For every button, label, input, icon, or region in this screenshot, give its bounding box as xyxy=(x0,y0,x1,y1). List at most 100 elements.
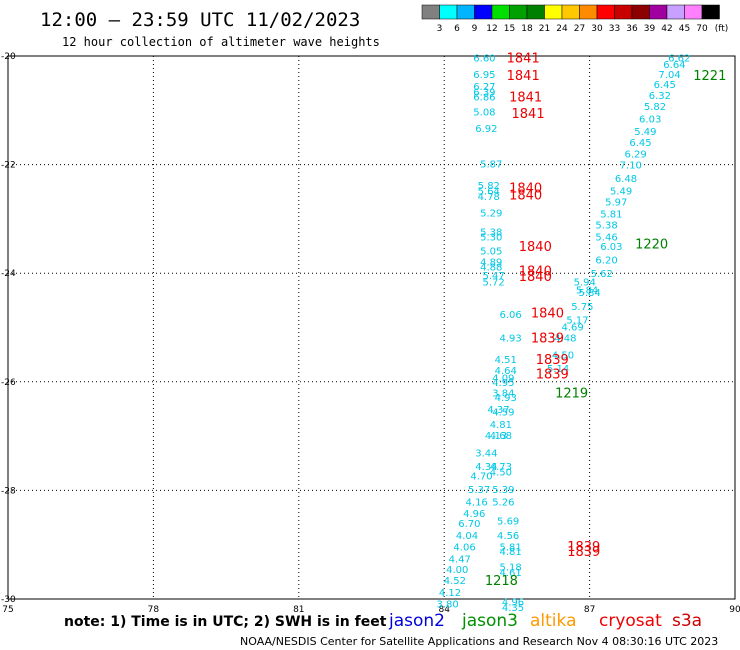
y-tick-label: -30 xyxy=(1,595,16,605)
swh-label: 4.88 xyxy=(480,263,502,274)
satellite-label-s3a: s3a xyxy=(672,611,702,631)
x-tick-label: 84 xyxy=(438,605,450,615)
scale-swatch xyxy=(701,4,720,20)
time-label: 1839 xyxy=(531,331,564,346)
swh-label: 5.14 xyxy=(547,364,569,375)
y-axis-ticks: -20 -22 -24 -26 -28 -30 xyxy=(1,52,16,605)
swh-label: 4.81 xyxy=(490,420,512,431)
scale-swatch xyxy=(544,4,563,20)
swh-label: 6.03 xyxy=(639,114,661,125)
swh-label: 4.61 xyxy=(499,568,521,579)
swh-label: 4.70 xyxy=(470,472,492,483)
x-axis-ticks: 75 78 81 84 87 90 xyxy=(2,605,740,615)
swh-label: 5.81 xyxy=(499,542,521,553)
swh-label: 6.29 xyxy=(625,150,647,161)
swh-label: 6.20 xyxy=(595,256,617,267)
time-label: 1839 xyxy=(567,545,600,560)
swh-label: 6.95 xyxy=(473,70,495,81)
swh-label: 7.10 xyxy=(620,161,642,172)
swh-label: 5.81 xyxy=(600,209,622,220)
scale-label: 70 xyxy=(696,24,708,34)
swh-label: 6.03 xyxy=(600,242,622,253)
scale-label: 6 xyxy=(454,24,460,34)
swh-label: 5.69 xyxy=(497,516,519,527)
swh-label: 5.94 xyxy=(574,277,596,288)
swh-label: 4.47 xyxy=(449,554,471,565)
swh-label: 5.49 xyxy=(634,127,656,138)
time-label: 1840 xyxy=(531,306,564,321)
swh-label: 5.39 xyxy=(492,485,514,496)
swh-label: 6.32 xyxy=(649,91,671,102)
swh-label: 6.45 xyxy=(629,138,651,149)
swh-label: 4.51 xyxy=(495,355,517,366)
time-label: 1840 xyxy=(519,264,552,279)
time-label: 1841 xyxy=(507,69,540,84)
time-label: 1220 xyxy=(635,237,668,252)
swh-label: 4.09 xyxy=(492,373,514,384)
swh-label: 5.64 xyxy=(478,187,500,198)
swh-label: 4.89 xyxy=(480,257,502,268)
swh-label: 5.05 xyxy=(480,246,502,257)
swh-label: 5.75 xyxy=(571,302,593,313)
swh-label: 7.04 xyxy=(658,70,680,81)
satellite-legend: jason2 jason3 altika cryosat s3a xyxy=(388,611,702,631)
swh-label: 5.97 xyxy=(605,198,627,209)
swh-label: 5.30 xyxy=(480,232,502,243)
x-tick-label: 81 xyxy=(293,605,304,615)
color-scale-legend: 3 6 9 12 15 18 21 24 27 30 33 36 39 42 45 70 (ft) xyxy=(421,4,728,34)
swh-label: 6.70 xyxy=(458,519,480,530)
scale-swatch xyxy=(439,4,458,20)
scale-label: 27 xyxy=(574,24,585,34)
swh-label: 3.80 xyxy=(436,599,458,610)
scale-swatch xyxy=(526,4,545,20)
swh-label: 5.84 xyxy=(578,288,600,299)
time-label: 1218 xyxy=(485,574,518,589)
scale-swatch xyxy=(579,4,598,20)
grid-lines xyxy=(8,56,735,599)
scale-swatch xyxy=(684,4,703,20)
time-label: 1841 xyxy=(509,91,542,106)
swh-label: 4.12 xyxy=(439,588,461,599)
plot-area xyxy=(7,55,736,600)
y-tick-label: -28 xyxy=(1,486,16,496)
swh-label: 5.49 xyxy=(610,187,632,198)
swh-label: 6.06 xyxy=(499,310,521,321)
swh-label: 4.37 xyxy=(487,405,509,416)
time-label: 1839 xyxy=(536,368,569,383)
chart-subtitle: 12 hour collection of altimeter wave hei… xyxy=(62,35,380,49)
scale-label: 33 xyxy=(609,24,620,34)
swh-label: 5.38 xyxy=(595,220,617,231)
x-tick-label: 78 xyxy=(148,605,160,615)
swh-label: 4.81 xyxy=(499,547,521,558)
swh-label: 3.84 xyxy=(492,389,514,400)
y-tick-label: -26 xyxy=(1,378,16,388)
swh-label: 4.34 xyxy=(475,462,497,473)
swh-label: 6.39 xyxy=(473,87,495,98)
swh-label: 4.96 xyxy=(463,509,485,520)
time-label: 1840 xyxy=(509,181,542,196)
swh-label: 5.62 xyxy=(591,269,613,280)
swh-label: 4.96 xyxy=(502,598,524,609)
satellite-label-jason2: jason2 xyxy=(388,611,445,631)
scale-label: 9 xyxy=(472,24,478,34)
y-tick-label: -20 xyxy=(1,52,16,62)
swh-label: 4.78 xyxy=(478,192,500,203)
satellite-label-cryosat: cryosat xyxy=(599,611,662,631)
scale-label: 18 xyxy=(521,24,533,34)
swh-label: 4.00 xyxy=(446,565,468,576)
scale-swatch xyxy=(631,4,650,20)
swh-label: 6.45 xyxy=(654,80,676,91)
swh-label: 4.48 xyxy=(554,333,576,344)
swh-label: 4.35 xyxy=(502,603,524,614)
scale-label: 12 xyxy=(486,24,497,34)
swh-label: 6.64 xyxy=(663,60,685,71)
scale-swatch xyxy=(614,4,633,20)
time-labels: 1841184118411841184018401840184018401840… xyxy=(485,52,727,589)
swh-label: 3.44 xyxy=(475,448,497,459)
swh-label: 4.93 xyxy=(499,333,521,344)
swh-label: 4.69 xyxy=(562,322,584,333)
swh-label: 5.17 xyxy=(566,315,588,326)
swh-label: 5.26 xyxy=(492,497,514,508)
satellite-label-altika: altika xyxy=(530,611,577,631)
